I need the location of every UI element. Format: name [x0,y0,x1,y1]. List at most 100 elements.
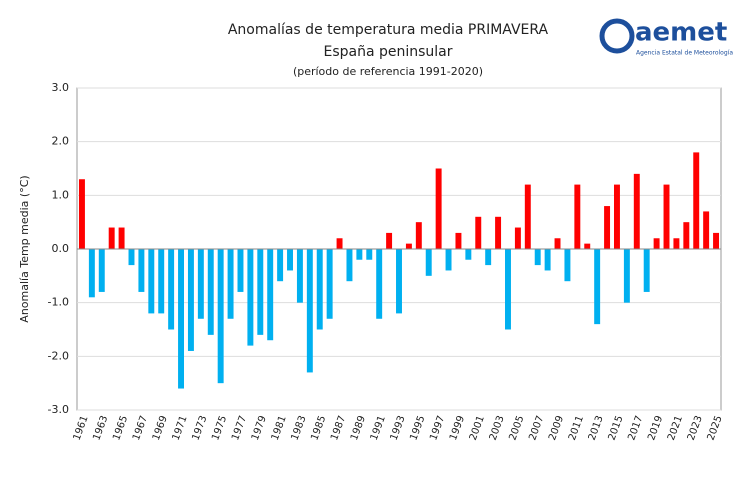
bar [78,179,85,249]
bar [237,249,244,292]
bar [88,249,95,298]
y-axis-label: Anomalía Temp media (°C) [18,175,31,322]
x-tick-label: 1997 [428,414,447,442]
x-tick-label: 1963 [91,414,110,442]
x-tick-label: 1965 [111,414,130,442]
x-tick-label: 1973 [190,414,209,442]
bar [386,232,393,249]
bar [663,184,670,249]
x-tick-label: 2007 [527,414,546,442]
bar [148,249,155,314]
y-tick-label: 0.0 [52,242,70,255]
bar [524,184,531,249]
bar [108,227,115,249]
y-tick-label: -1.0 [48,296,69,309]
x-tick-label: 1981 [270,414,289,442]
y-tick-label: 1.0 [52,188,70,201]
bar [604,206,611,249]
bar [396,249,402,314]
bar [613,184,620,249]
y-tick-label: 3.0 [52,81,70,94]
bar [455,232,462,249]
x-tick-label: 1969 [151,414,170,442]
x-tick-label: 1989 [349,414,368,442]
y-tick-label: -2.0 [48,349,69,362]
x-tick-label: 2003 [488,414,507,442]
bar [623,249,630,303]
x-tick-label: 1975 [210,414,229,442]
bar [217,249,224,384]
bar [128,249,135,266]
y-tick-label: 2.0 [52,135,70,148]
bar [197,249,204,319]
chart-subtitle: España peninsular [323,44,452,60]
x-tick-label: 1993 [389,414,408,442]
bar [643,249,650,292]
x-tick-label: 2017 [626,414,645,442]
bar [158,249,165,314]
chart-title: Anomalías de temperatura media PRIMAVERA [228,22,549,38]
bar [534,249,541,266]
bar [267,249,274,341]
bar [505,249,511,330]
chart-note: (período de referencia 1991-2020) [293,65,483,78]
bar [703,211,710,249]
logo: aemet Agencia Estatal de Meteorología [599,18,733,57]
bar [227,249,234,319]
bar [207,249,214,335]
bar [653,238,660,249]
x-tick-label: 1985 [309,414,328,442]
bar [178,249,185,389]
bar [296,249,303,303]
x-tick-label: 2015 [607,414,626,442]
x-tick-label: 2021 [666,414,685,442]
bar [425,249,432,276]
bar [138,249,145,292]
logo-text: aemet [635,18,727,48]
bar [495,216,502,249]
x-tick-label: 1983 [290,414,309,442]
bar [415,222,422,249]
logo-subtitle: Agencia Estatal de Meteorología [636,50,733,57]
bar [594,249,601,325]
bar [326,249,333,319]
bar [247,249,254,346]
x-tick-label: 2025 [706,414,725,442]
bar [336,238,343,249]
bar [475,216,482,249]
bar [713,232,720,249]
bar [356,249,363,260]
bar [633,173,640,249]
y-tick-label: -3.0 [48,403,69,416]
x-tick-label: 2023 [686,414,705,442]
x-tick-label: 1991 [369,414,388,442]
logo-icon [599,18,635,54]
bar [376,249,383,319]
x-tick-label: 2011 [567,414,586,442]
bar [465,249,472,260]
x-tick-label: 1999 [448,414,467,442]
bar [514,227,521,249]
x-tick-label: 1977 [230,414,249,442]
bar [168,249,175,330]
bar [554,238,561,249]
bar [564,249,571,282]
x-tick-label: 2001 [468,414,487,442]
bar [544,249,551,271]
x-tick-label: 2019 [646,414,665,442]
bar [277,249,284,282]
bar [405,243,412,249]
bar [485,249,492,266]
x-tick-label: 1971 [171,414,190,442]
x-tick-label: 1979 [250,414,269,442]
bar [673,238,680,249]
bar [287,249,293,271]
bar [257,249,264,335]
bar [445,249,452,271]
x-tick-label: 2013 [587,414,606,442]
bar [366,249,373,260]
x-tick-label: 1987 [329,414,348,442]
bar [584,243,591,249]
bar [306,249,313,373]
